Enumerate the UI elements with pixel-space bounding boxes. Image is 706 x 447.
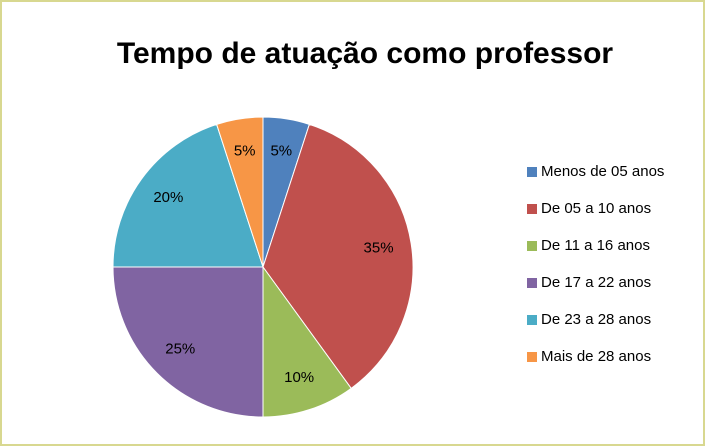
data-label: 5%: [234, 142, 256, 159]
pie-slice: [262, 265, 352, 418]
legend-swatch: [527, 241, 537, 251]
legend-swatch: [527, 278, 537, 288]
data-label: 20%: [153, 189, 183, 206]
chart-title: Tempo de atuação como professor: [117, 37, 614, 70]
data-label: 10%: [284, 369, 314, 386]
legend-swatch: [527, 315, 537, 325]
legend-label: Mais de 28 anos: [541, 348, 651, 365]
legend-label: De 17 a 22 anos: [541, 274, 651, 291]
legend-label: De 05 a 10 anos: [541, 200, 651, 217]
pie-slice: [112, 266, 264, 418]
legend-swatch: [527, 352, 537, 362]
legend-label: Menos de 05 anos: [541, 163, 664, 180]
pie-slice: [262, 123, 414, 390]
legend-swatch: [527, 204, 537, 214]
legend-swatch: [527, 167, 537, 177]
legend-label: De 23 a 28 anos: [541, 311, 651, 328]
pie-slice: [216, 116, 264, 268]
data-label: 25%: [165, 341, 195, 358]
legend-label: De 11 a 16 anos: [541, 237, 650, 254]
pie-slice: [112, 123, 264, 268]
data-label: 35%: [364, 240, 394, 257]
data-label: 5%: [270, 142, 292, 159]
